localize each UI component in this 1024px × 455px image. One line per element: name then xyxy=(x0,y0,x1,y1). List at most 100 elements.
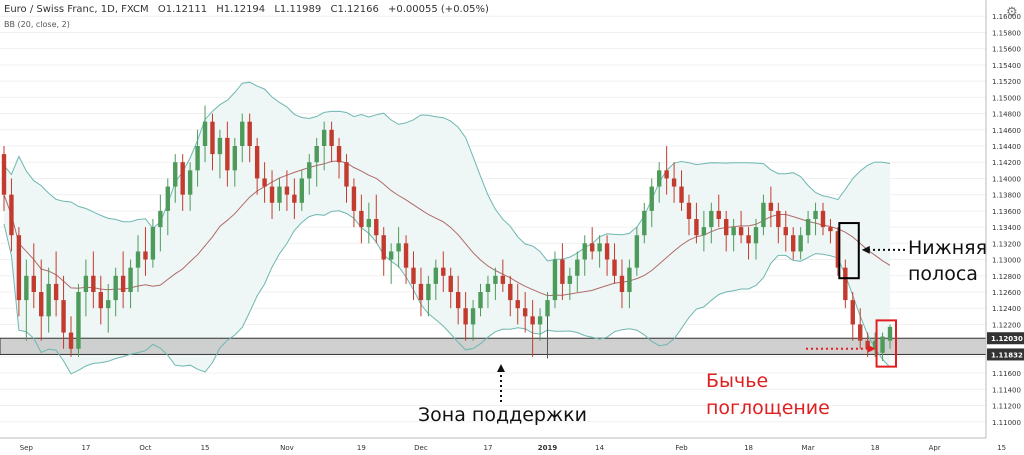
price-tick-label: 1.16000 xyxy=(992,13,1021,21)
candle-body xyxy=(106,300,111,309)
candle-body xyxy=(344,162,349,187)
price-tick-label: 1.12600 xyxy=(992,289,1021,297)
candle-body xyxy=(530,316,535,325)
candle-body xyxy=(463,308,468,325)
candle-body xyxy=(664,170,669,179)
candle-body xyxy=(165,186,170,211)
time-tick-label: 18 xyxy=(744,444,753,452)
candle-body xyxy=(686,202,692,219)
price-tick-label: 1.15000 xyxy=(992,94,1021,102)
close-value: C1.12166 xyxy=(330,4,379,15)
candle-body xyxy=(798,235,803,252)
candle-body xyxy=(426,283,431,301)
candle-body xyxy=(329,129,334,146)
candle-body xyxy=(731,227,736,236)
lower-band-highlight-box xyxy=(838,222,860,280)
candle-body xyxy=(709,210,714,228)
candle-body xyxy=(9,194,14,236)
candle-body xyxy=(292,194,297,203)
time-axis[interactable]: Sep 17 Oct 15 Nov 19 Dec 17 2019 14 Feb 18 Mar 18 Apr 1… xyxy=(0,437,1006,455)
candle-body xyxy=(135,251,141,268)
candle-body xyxy=(820,210,826,228)
candle-body xyxy=(724,219,729,236)
candle-body xyxy=(828,227,833,232)
time-tick-label: 15 xyxy=(201,444,210,452)
candle-body xyxy=(455,292,461,309)
price-tick-label: 1.13400 xyxy=(992,224,1021,232)
candle-body xyxy=(31,275,36,292)
candle-body xyxy=(642,210,647,236)
candle-body xyxy=(143,251,148,260)
time-tick-label: Apr xyxy=(929,444,941,452)
price-tick-label: 1.11400 xyxy=(992,386,1021,394)
symbol-label[interactable]: Euro / Swiss Franc, 1D, FXCM xyxy=(4,4,149,15)
candle-body xyxy=(120,275,126,292)
candle-body xyxy=(128,267,133,292)
candle-body xyxy=(158,210,163,228)
price-tick-label: 1.14400 xyxy=(992,143,1021,151)
indicator-label[interactable]: BB (20, close, 2) xyxy=(4,20,70,29)
price-tick-label: 1.13200 xyxy=(992,240,1021,248)
candle-body xyxy=(589,243,595,252)
candle-body xyxy=(1,154,7,195)
chart-settings-icon[interactable]: ⚙ xyxy=(1006,4,1018,19)
candle-body xyxy=(835,231,841,268)
candle-body xyxy=(612,259,617,276)
candle-body xyxy=(858,324,863,341)
candle-body xyxy=(627,267,632,292)
candle-body xyxy=(403,243,409,268)
price-tick-label: 1.11000 xyxy=(992,419,1021,427)
candle-body xyxy=(738,227,744,236)
candle-body xyxy=(887,326,893,341)
support-zone xyxy=(0,337,987,355)
candle-body xyxy=(850,300,855,325)
candle-body xyxy=(374,219,379,236)
high-value: H1.12194 xyxy=(216,4,266,15)
time-tick-label: Mar xyxy=(801,444,814,452)
candle-body xyxy=(210,121,215,155)
candle-body xyxy=(716,210,721,219)
candle-body xyxy=(500,275,506,284)
lower-band-annotation: Нижняя полоса xyxy=(908,235,987,287)
candle-body xyxy=(76,292,81,349)
price-tick-label: 1.13800 xyxy=(992,192,1021,200)
price-tick-label: 1.12200 xyxy=(992,321,1021,329)
candle-body xyxy=(366,219,372,228)
lower-band-arrowhead xyxy=(861,245,870,254)
candle-body xyxy=(359,210,364,228)
price-tick-label: 1.12800 xyxy=(992,273,1021,281)
time-tick-label: 15 xyxy=(997,444,1006,452)
candle-body xyxy=(575,259,580,276)
candles xyxy=(1,105,893,361)
candle-body xyxy=(299,178,305,203)
price-tick-label: 1.13000 xyxy=(992,257,1021,265)
candle-body xyxy=(753,227,759,244)
candle-body xyxy=(485,283,491,292)
candle-body xyxy=(381,235,386,260)
chart-header: Euro / Swiss Franc, 1D, FXCM O1.12111 H1… xyxy=(4,4,495,15)
bullish-engulfing-highlight-box xyxy=(875,319,898,368)
bullish-engulfing-text-1: Бычье xyxy=(706,370,769,392)
candle-body xyxy=(441,267,446,276)
candle-body xyxy=(150,227,156,260)
price-axis[interactable]: 1.16000 1.15800 1.15600 1.15400 1.15200 1.150… xyxy=(985,0,1024,455)
bollinger-lower-band xyxy=(3,210,891,375)
candle-body xyxy=(411,267,416,284)
price-tick-label: 1.15200 xyxy=(992,78,1021,86)
candle-body xyxy=(508,283,513,301)
support-zone-annotation: Зона поддержки xyxy=(418,404,587,426)
candle-body xyxy=(768,202,774,211)
price-marker-label: 1.12030 xyxy=(991,335,1023,343)
candle-body xyxy=(284,186,290,195)
time-tick-label: Feb xyxy=(675,444,688,452)
candle-body xyxy=(791,235,796,252)
candle-body xyxy=(701,227,707,236)
candle-body xyxy=(39,292,44,317)
time-tick-label: 18 xyxy=(871,444,880,452)
price-tick-label: 1.13600 xyxy=(992,208,1021,216)
candle-body xyxy=(761,202,766,228)
open-value: O1.12111 xyxy=(157,4,208,15)
candle-body xyxy=(478,292,483,309)
candle-body xyxy=(388,251,394,260)
